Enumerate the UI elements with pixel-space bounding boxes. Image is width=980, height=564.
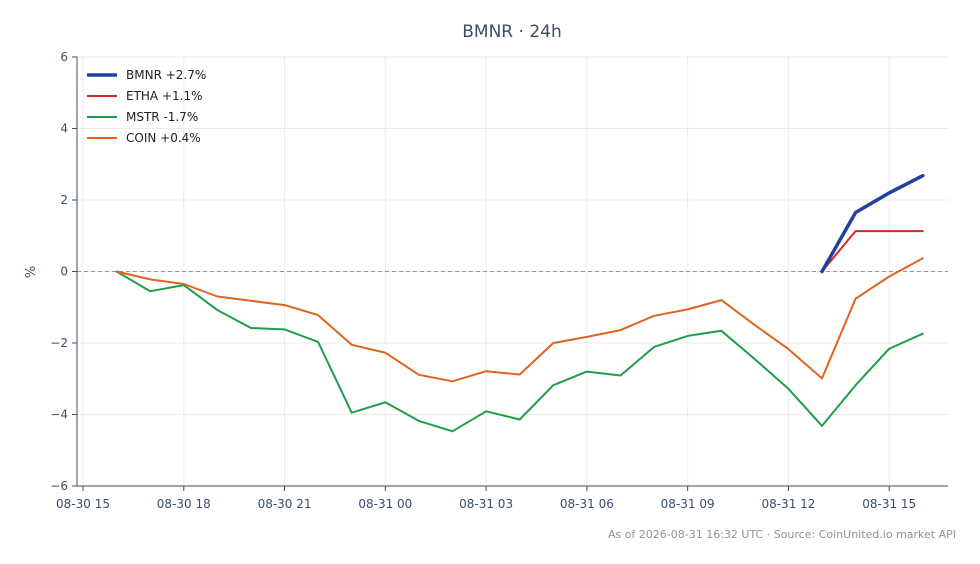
x-tick-label: 08-31 12	[761, 497, 815, 511]
series-line-etha	[821, 230, 924, 273]
y-tick-label: 0	[60, 265, 68, 279]
y-tick-label: 4	[60, 122, 68, 136]
y-tick-label: 2	[60, 193, 68, 207]
x-tick-label: 08-31 00	[358, 497, 412, 511]
legend-label: COIN +0.4%	[126, 131, 201, 145]
x-tick-label: 08-30 15	[56, 497, 110, 511]
y-tick-label: −2	[50, 336, 68, 350]
x-tick-label: 08-31 15	[862, 497, 916, 511]
legend: BMNR +2.7% ETHA +1.1% MSTR -1.7% COIN +0.4%	[87, 68, 206, 145]
legend-label: BMNR +2.7%	[126, 68, 206, 82]
y-tick-label: −6	[50, 479, 68, 493]
x-tick-label: 08-31 06	[560, 497, 614, 511]
x-tick-label: 08-30 21	[258, 497, 312, 511]
legend-label: MSTR -1.7%	[126, 110, 198, 124]
x-tick-label: 08-31 09	[661, 497, 715, 511]
y-tick-label: 6	[60, 50, 68, 64]
y-axis-label: %	[24, 266, 39, 278]
series-line-mstr	[115, 270, 924, 433]
chart-title: BMNR · 24h	[462, 22, 561, 42]
series-line-bmnr	[820, 173, 925, 274]
x-tick-label: 08-30 18	[157, 497, 211, 511]
axes	[72, 56, 948, 491]
tick-labels: 6 4 2 0 −2 −4 −6 08-30 15 08-30 18 08-30 21 08-31 …	[50, 50, 916, 511]
legend-label: ETHA +1.1%	[126, 89, 203, 103]
y-tick-label: −4	[50, 408, 68, 422]
footer-source: As of 2026-08-31 16:32 UTC · Source: Coi…	[608, 528, 956, 541]
x-tick-label: 08-31 03	[459, 497, 513, 511]
series-line-coin	[115, 257, 924, 383]
series-layer	[115, 173, 925, 433]
